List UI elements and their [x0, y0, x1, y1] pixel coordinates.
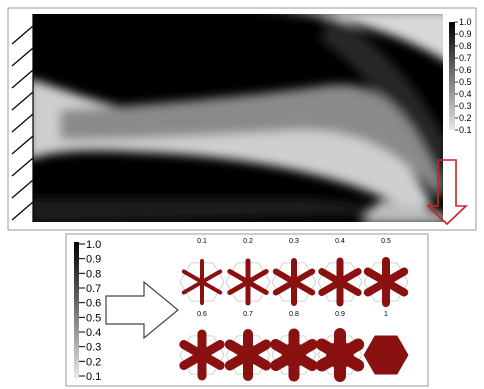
colorbar-tick-label: 0.6	[86, 298, 101, 310]
colorbar-tick-label: 0.4	[86, 327, 101, 339]
microstructure-cells: 0.1 0.2 0.3 0.4 0.5 0.6 0.7 0.8 0.9 1	[179, 238, 409, 382]
star-core	[281, 342, 307, 368]
colorbar-tick-label: 0.3	[86, 342, 101, 354]
colorbar-tick-label: 0.5	[459, 77, 472, 87]
star-core	[326, 341, 354, 369]
down-arrow-icon	[425, 159, 469, 226]
star-arm	[227, 269, 269, 295]
colorbar-tick-label: 0.2	[86, 356, 101, 368]
unit-cell-hexagon	[363, 335, 409, 375]
star-core	[237, 344, 259, 366]
microstructure-cell: 1	[363, 311, 409, 375]
colorbar-tick-label: 0.7	[86, 283, 101, 295]
star-core	[378, 274, 394, 290]
top-panel-frame	[7, 7, 477, 231]
colorbar-tick-label: 0.1	[459, 125, 472, 135]
top-colorbar	[449, 22, 455, 130]
density-field-panel: 1.0 0.9 0.8 0.7 0.6 0.5 0.4 0.3 0.2 0.1	[7, 7, 477, 231]
cell-density-label: 0.4	[335, 238, 345, 245]
colorbar-tick-label: 1.0	[86, 239, 101, 251]
microstructure-cell: 0.5	[363, 238, 409, 307]
cell-density-label: 0.9	[335, 311, 345, 318]
colorbar-tick-label: 0.5	[86, 312, 101, 324]
cell-density-label: 0.7	[243, 311, 253, 318]
microstructure-cell: 0.9	[315, 311, 365, 382]
colorbar-tick-label: 0.9	[459, 29, 472, 39]
cell-density-label: 0.2	[243, 238, 253, 245]
design-domain	[33, 14, 443, 222]
microstructure-cell: 0.3	[271, 238, 317, 306]
top-colorbar-ticks: 1.0 0.9 0.8 0.7 0.6 0.5 0.4 0.3 0.2 0.1	[455, 17, 472, 135]
cell-density-label: 0.3	[289, 238, 299, 245]
microstructure-cell: 0.1	[179, 238, 225, 305]
colorbar-tick-label: 0.9	[86, 254, 101, 266]
cell-density-label: 0.1	[197, 238, 207, 245]
colorbar-tick-label: 0.2	[459, 113, 472, 123]
colorbar-tick-label: 0.8	[459, 41, 472, 51]
right-arrow-icon	[105, 280, 179, 340]
microstructure-cell: 0.8	[270, 311, 318, 382]
cell-density-label: 0.8	[289, 311, 299, 318]
star-core	[192, 345, 212, 365]
bottom-panel-frame	[65, 233, 429, 387]
microstructure-cell: 0.2	[225, 238, 271, 306]
cell-density-label: 1	[384, 311, 388, 318]
bottom-colorbar	[74, 242, 79, 378]
cell-density-label: 0.5	[381, 238, 391, 245]
star-arm	[272, 268, 316, 296]
star-core	[333, 275, 347, 289]
bottom-colorbar-ticks: 1.0 0.9 0.8 0.7 0.6 0.5 0.4 0.3 0.2 0.1	[79, 239, 101, 383]
colorbar-tick-label: 0.8	[86, 268, 101, 280]
colorbar-tick-label: 0.1	[86, 371, 101, 383]
microstructure-cell: 0.4	[317, 238, 363, 307]
cell-density-label: 0.6	[197, 311, 207, 318]
star-arm	[181, 269, 223, 295]
colorbar-tick-label: 0.3	[459, 101, 472, 111]
colorbar-tick-label: 0.7	[459, 53, 472, 63]
colorbar-tick-label: 1.0	[459, 17, 472, 27]
microstructure-cell: 0.7	[224, 311, 272, 381]
hatched-support-icon	[11, 14, 34, 222]
colorbar-tick-label: 0.4	[459, 89, 472, 99]
microstructure-cell: 0.6	[179, 311, 225, 381]
colorbar-tick-label: 0.6	[459, 65, 472, 75]
